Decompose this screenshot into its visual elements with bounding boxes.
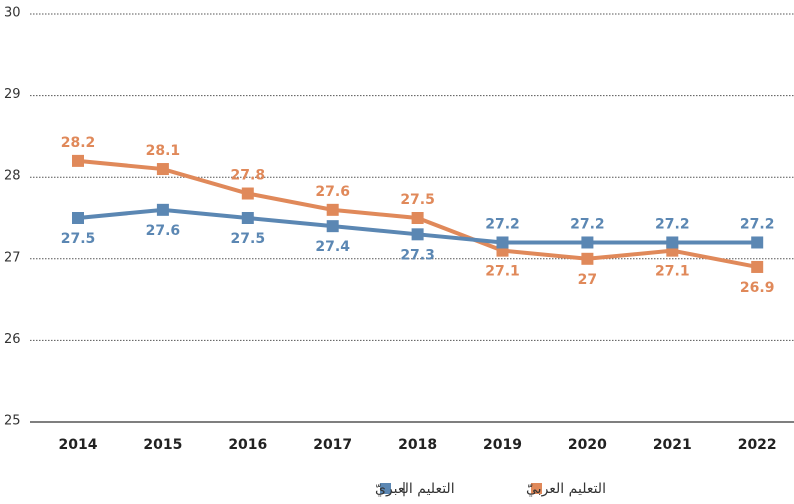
marker: [581, 252, 594, 265]
marker: [496, 236, 509, 249]
data-label: 28.1: [146, 143, 181, 159]
data-label: 27.1: [655, 264, 690, 280]
data-label: 27.6: [315, 184, 350, 200]
y-tick-label: 26: [4, 332, 21, 347]
legend-label: التعليم العربيّ: [526, 481, 606, 497]
data-label: 27.2: [570, 216, 605, 232]
data-label: 27.3: [400, 247, 435, 263]
marker: [72, 212, 84, 224]
data-label: 27.5: [231, 231, 266, 247]
legend-swatch: [531, 483, 542, 494]
marker: [411, 228, 424, 241]
x-tick-label: 2014: [59, 437, 98, 453]
data-label: 27.5: [400, 192, 435, 208]
marker: [751, 260, 764, 273]
data-label: 27.2: [655, 216, 690, 232]
data-label: 27.5: [61, 231, 96, 247]
x-tick-label: 2020: [568, 437, 607, 453]
x-tick-label: 2018: [398, 437, 437, 453]
y-tick-label: 25: [4, 414, 21, 429]
data-label: 27.8: [231, 168, 266, 184]
data-label: 28.2: [61, 135, 96, 151]
data-label: 27.6: [146, 223, 181, 239]
data-label: 27.2: [740, 216, 775, 232]
legend-label: التعليم العبريّ: [375, 481, 455, 497]
data-label: 27.2: [485, 216, 520, 232]
y-tick-label: 28: [4, 169, 21, 184]
marker: [666, 236, 679, 249]
legend-swatch: [380, 483, 391, 494]
legend-separator: |: [402, 481, 407, 497]
marker: [241, 187, 254, 200]
x-tick-label: 2017: [313, 437, 352, 453]
x-tick-label: 2021: [653, 437, 692, 453]
data-label: 27.1: [485, 264, 520, 280]
marker: [156, 163, 169, 176]
y-tick-label: 27: [4, 250, 21, 265]
marker: [72, 154, 84, 167]
marker: [581, 236, 594, 249]
marker: [241, 212, 254, 224]
x-tick-label: 2019: [483, 437, 522, 453]
y-tick-label: 30: [4, 6, 21, 21]
marker: [411, 212, 424, 224]
marker: [326, 203, 339, 216]
marker: [751, 236, 764, 249]
marker: [326, 220, 339, 233]
x-tick-label: 2022: [738, 437, 777, 453]
data-label: 26.9: [740, 280, 775, 296]
data-label: 27: [578, 272, 597, 288]
marker: [156, 203, 169, 216]
y-tick-label: 29: [4, 87, 21, 102]
x-tick-label: 2016: [228, 437, 267, 453]
data-label: 27.4: [315, 239, 350, 255]
x-tick-label: 2015: [143, 437, 182, 453]
